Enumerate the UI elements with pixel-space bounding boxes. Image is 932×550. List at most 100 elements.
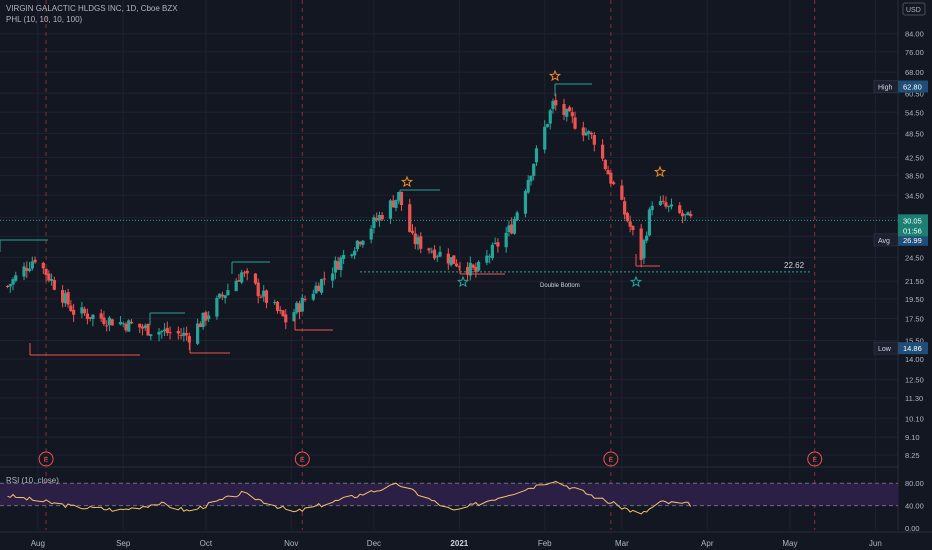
candle-body (534, 148, 539, 163)
candle-body (468, 262, 472, 276)
candle-body (592, 135, 596, 145)
candle-body (295, 302, 299, 313)
candle-body (543, 126, 547, 150)
candle-body (419, 236, 423, 249)
candle-body (413, 233, 417, 245)
candle-body (372, 217, 376, 228)
candle-body (512, 219, 517, 234)
candle-body (532, 163, 536, 176)
candle-body (623, 201, 627, 215)
rsi-tick-label: 80.00 (905, 479, 924, 488)
x-tick-label: Jun (869, 539, 882, 548)
candle-body (545, 124, 550, 127)
candle-body (22, 266, 26, 277)
x-tick-label: Sep (116, 539, 131, 548)
candle-body (14, 275, 18, 281)
candle-body (427, 248, 431, 251)
candle-body (380, 215, 384, 220)
candle-body (493, 242, 497, 244)
candle-body (375, 218, 379, 221)
candle-body (63, 293, 67, 304)
x-tick-label: Feb (538, 539, 552, 548)
candle-body (196, 323, 200, 344)
candle-body (625, 212, 629, 222)
candle-body (680, 213, 685, 217)
y-tick-label: 17.50 (905, 314, 924, 323)
candle-body (410, 230, 415, 234)
candle-body (281, 310, 285, 316)
candle-body (457, 266, 461, 268)
candle-body (358, 241, 362, 245)
candle-body (149, 334, 153, 337)
candle-body (278, 309, 282, 311)
currency-label: USD (906, 7, 921, 14)
candle-body (454, 263, 459, 267)
candle-body (612, 182, 616, 185)
y-tick-label: 34.50 (905, 191, 924, 200)
candle-body (565, 108, 569, 117)
earnings-marker (294, 451, 310, 467)
candle-body (33, 259, 37, 263)
candle-body (408, 204, 412, 232)
candle-body (262, 290, 266, 297)
candle-body (647, 209, 652, 236)
candle-body (275, 301, 280, 311)
candle-body (207, 315, 211, 320)
y-tick-label: 19.50 (905, 295, 924, 304)
candle-body (253, 273, 258, 284)
candle-body (645, 235, 649, 241)
x-tick-label: Mar (615, 539, 629, 548)
candle-body (273, 302, 277, 304)
current-price-badge (898, 214, 928, 237)
candles (5, 93, 693, 350)
candle-body (61, 290, 65, 303)
candle-body (661, 200, 665, 202)
star-icon (548, 69, 562, 82)
candle-body (300, 297, 304, 312)
candle-body (303, 298, 307, 300)
earnings-marker (807, 451, 823, 467)
candle-body (333, 260, 337, 273)
candle-body (399, 191, 404, 205)
candle-body (397, 192, 401, 201)
x-tick-label: May (782, 539, 797, 548)
candle-body (353, 250, 357, 256)
y-tick-label: 15.50 (905, 337, 924, 346)
candle-body (435, 256, 439, 258)
candle-body (259, 296, 263, 298)
candle-body (446, 253, 450, 264)
candle-body (683, 214, 687, 216)
candle-body (603, 159, 607, 170)
rsi-legend[interactable]: RSI (10, close) (6, 476, 59, 485)
candle-body (226, 290, 230, 296)
candle-body (570, 112, 574, 117)
current-price-value: 30.05 (903, 216, 922, 225)
candle-body (678, 205, 682, 213)
avg-label: Avg (878, 238, 890, 245)
candle-body (581, 127, 585, 136)
candle-body (339, 257, 343, 271)
candle-body (361, 240, 365, 245)
candle-body (474, 266, 478, 272)
symbol-legend[interactable]: VIRGIN GALACTIC HLDGS INC, 1D, Cboe BZX (6, 4, 178, 13)
candle-body (102, 317, 106, 325)
candle-body (8, 284, 12, 287)
candle-body (83, 308, 87, 314)
candle-body (689, 213, 693, 217)
candle-body (432, 249, 437, 259)
candle-body (609, 172, 613, 184)
candle-body (99, 313, 103, 319)
candle-body (322, 278, 326, 280)
indicator-legend[interactable]: PHL (10, 10, 10, 100) (6, 15, 83, 24)
high-badge (898, 80, 928, 93)
candle-body (80, 307, 84, 314)
x-tick-label: Aug (31, 539, 45, 548)
y-tick-label: 11.30 (905, 394, 923, 403)
x-tick-label: 2021 (450, 539, 468, 548)
y-tick-label: 10.10 (905, 414, 924, 423)
candle-body (88, 317, 92, 319)
candle-body (264, 290, 269, 303)
candle-body (121, 323, 125, 325)
candle-body (369, 228, 373, 240)
